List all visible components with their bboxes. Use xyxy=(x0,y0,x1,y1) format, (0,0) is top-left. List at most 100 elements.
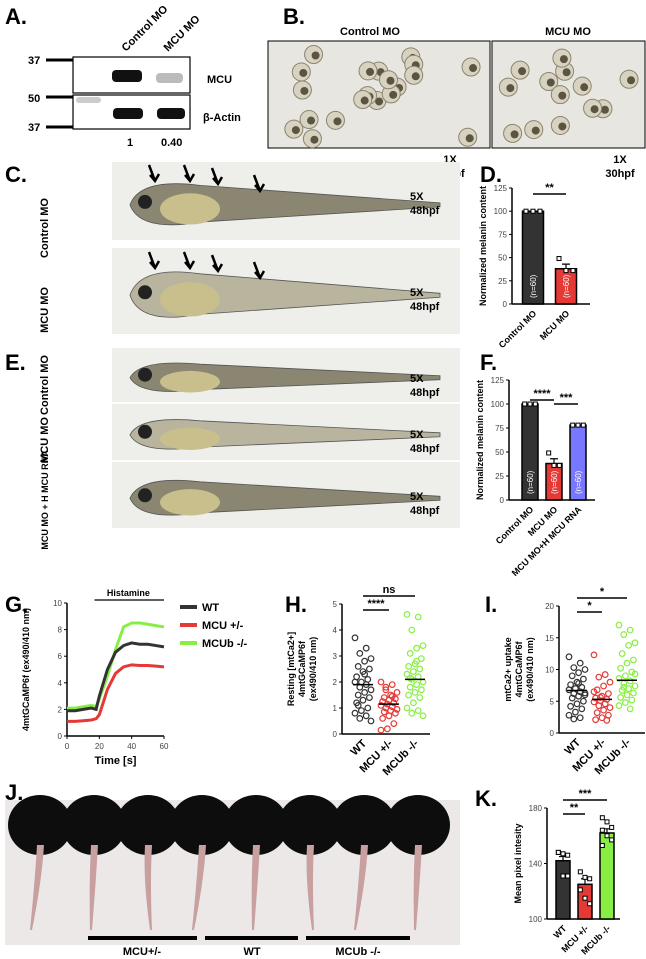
mouse-tail xyxy=(413,845,422,930)
y-tick-label: 8 xyxy=(58,626,63,635)
y-tick-label: 5 xyxy=(550,697,555,706)
data-point xyxy=(575,669,582,677)
embryo-eggs xyxy=(284,45,639,149)
group-label: MCU+/- xyxy=(123,946,162,958)
image-title: MCU MO xyxy=(545,26,591,38)
series-line-MCU +/- xyxy=(67,663,165,723)
data-point xyxy=(356,715,364,722)
mouse-body xyxy=(386,795,450,855)
data-point xyxy=(599,842,605,848)
embryo-yolk xyxy=(580,83,589,92)
x-tick-label: MCU MO xyxy=(538,308,572,342)
embryo-yolk xyxy=(375,97,384,106)
data-point xyxy=(570,422,576,428)
embryo-yolk xyxy=(510,130,519,139)
x-tick-label: WT xyxy=(551,923,568,940)
data-point xyxy=(620,631,628,638)
data-point xyxy=(580,697,587,705)
larva-images xyxy=(112,348,460,528)
y-tick-label: 5 xyxy=(333,600,338,609)
data-point xyxy=(604,833,610,839)
y-tick-label: 25 xyxy=(498,277,507,286)
data-point xyxy=(403,611,411,618)
quant-value: 1 xyxy=(127,137,133,149)
data-point xyxy=(575,680,582,687)
y-tick-label: 50 xyxy=(498,254,507,263)
data-point xyxy=(565,653,573,661)
data-point xyxy=(601,671,609,678)
data-point xyxy=(354,691,362,699)
arrow-icon xyxy=(252,174,266,194)
embryo-yolk xyxy=(311,51,320,60)
n-label: (n=60) xyxy=(526,470,535,494)
data-point xyxy=(576,659,584,667)
larva-yolk xyxy=(160,489,220,516)
y-tick-label: 50 xyxy=(495,448,504,457)
y-tick-label: 3 xyxy=(333,652,338,661)
mouse-tail xyxy=(354,845,368,930)
data-point xyxy=(568,672,576,680)
data-point xyxy=(523,208,529,214)
larva-images xyxy=(112,162,460,334)
data-point xyxy=(406,683,414,691)
data-point xyxy=(403,704,411,712)
embryo-yolk xyxy=(360,96,369,105)
data-point xyxy=(600,682,607,690)
data-point xyxy=(361,689,369,696)
y-tick-label: 75 xyxy=(495,424,504,433)
x-tick-label: 0 xyxy=(65,742,70,751)
data-point xyxy=(418,686,425,694)
data-point xyxy=(413,681,421,688)
stage: 48hpf xyxy=(410,205,440,217)
mw-marker: 37 xyxy=(28,122,40,134)
data-point xyxy=(546,450,552,456)
embryo-yolk xyxy=(559,55,568,64)
group-label: MCUb -/- xyxy=(335,946,381,958)
y-axis-label: Mean pixel intesity xyxy=(513,823,523,903)
data-point xyxy=(606,704,614,711)
embryo-yolk xyxy=(389,90,398,99)
y-tick-label: 10 xyxy=(53,599,62,608)
data-point xyxy=(382,686,390,694)
significance-label: * xyxy=(600,586,605,598)
data-point xyxy=(631,670,639,678)
n-label: (n=60) xyxy=(550,470,559,494)
panel-label-j: J. xyxy=(5,780,23,805)
y-tick-label: 25 xyxy=(495,472,504,481)
data-point xyxy=(609,837,615,843)
data-point xyxy=(605,690,612,698)
embryo-yolk xyxy=(558,91,567,100)
embryo-yolk xyxy=(531,126,540,135)
embryo-yolk xyxy=(299,68,308,77)
larva-eye xyxy=(138,488,152,503)
data-point xyxy=(358,707,365,714)
band xyxy=(157,108,185,119)
embryo-yolk xyxy=(546,78,555,87)
y-tick-label: 10 xyxy=(545,666,554,675)
data-point xyxy=(587,876,593,882)
embryo-yolk xyxy=(590,105,599,114)
chart-g: G. 0 2 4 6 8 10 4mtGCaMP6f (ex490/410 nm) 0 20 40 6… xyxy=(5,588,248,767)
data-point xyxy=(578,705,586,713)
data-point xyxy=(631,639,639,647)
data-point xyxy=(570,715,578,723)
error-bar xyxy=(550,458,558,464)
band xyxy=(113,108,143,119)
y-tick-label: 140 xyxy=(529,860,543,869)
data-point xyxy=(615,702,623,710)
data-point xyxy=(567,702,574,710)
data-point xyxy=(367,655,375,662)
data-point xyxy=(385,712,393,720)
significance-label: ns xyxy=(383,584,396,596)
data-point xyxy=(572,708,579,716)
y-tick-label: 2 xyxy=(58,705,63,714)
band xyxy=(76,97,101,103)
data-point xyxy=(408,709,416,717)
mouse-tail xyxy=(192,845,206,930)
data-point xyxy=(626,626,634,634)
x-tick-label: Control MO xyxy=(497,308,539,350)
data-point xyxy=(416,694,424,701)
x-axis-label: Time [s] xyxy=(95,755,137,767)
data-point xyxy=(595,673,603,681)
